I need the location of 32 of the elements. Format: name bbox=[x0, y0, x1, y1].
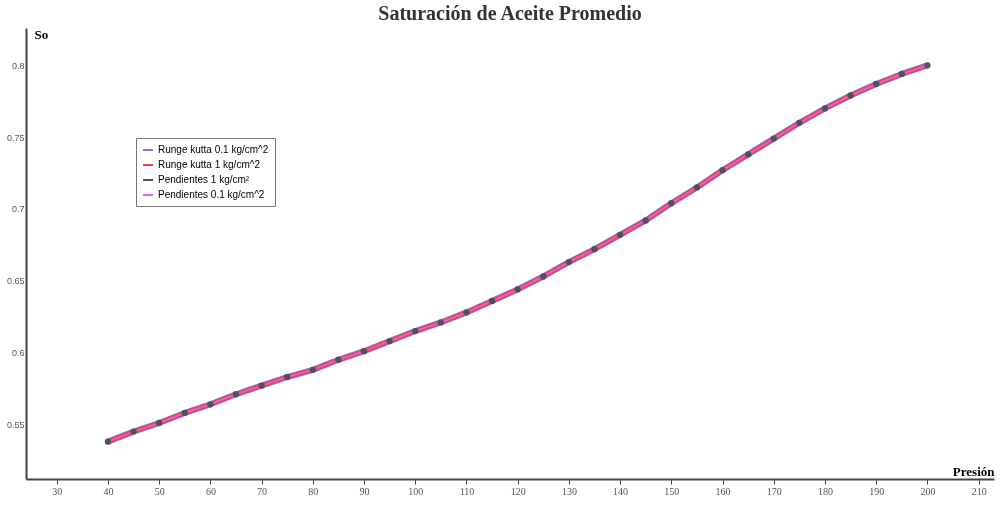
x-tick-label: 30 bbox=[52, 485, 63, 497]
x-tick-label: 50 bbox=[154, 485, 165, 497]
x-tick-label: 80 bbox=[308, 485, 319, 497]
y-axis-title: So bbox=[34, 26, 49, 42]
x-tick-label: 70 bbox=[257, 485, 268, 497]
chart-title: Saturación de Aceite Promedio bbox=[378, 2, 642, 24]
x-tick-label: 100 bbox=[408, 485, 424, 497]
x-tick-label: 180 bbox=[817, 485, 833, 497]
x-tick-label: 60 bbox=[205, 485, 216, 497]
legend-label: Runge kutta 0.1 kg/cm^2 bbox=[158, 144, 269, 155]
legend-label: Runge kutta 1 kg/cm^2 bbox=[158, 159, 261, 170]
y-tick-label: 0.7 bbox=[11, 204, 25, 215]
y-tick-label: 0.8 bbox=[11, 60, 25, 71]
legend-label: Pendientes 0.1 kg/cm^2 bbox=[158, 189, 265, 200]
x-tick-label: 190 bbox=[869, 485, 885, 497]
y-tick-label: 0.75 bbox=[6, 132, 25, 143]
x-tick-label: 210 bbox=[971, 485, 987, 497]
legend-label: Pendientes 1 kg/cm² bbox=[158, 174, 250, 185]
x-tick-label: 140 bbox=[613, 485, 629, 497]
x-tick-label: 130 bbox=[561, 485, 577, 497]
x-tick-label: 170 bbox=[766, 485, 782, 497]
x-tick-label: 110 bbox=[459, 485, 475, 497]
x-tick-label: 200 bbox=[920, 485, 936, 497]
y-tick-label: 0.55 bbox=[6, 419, 25, 430]
y-tick-label: 0.6 bbox=[11, 348, 25, 359]
x-axis-title: Presión bbox=[952, 463, 996, 479]
y-tick-label: 0.65 bbox=[6, 276, 25, 287]
x-tick-label: 160 bbox=[715, 485, 731, 497]
x-tick-label: 90 bbox=[359, 485, 370, 497]
x-tick-label: 120 bbox=[510, 485, 526, 497]
x-tick-label: 40 bbox=[103, 485, 114, 497]
x-tick-label: 150 bbox=[664, 485, 680, 497]
